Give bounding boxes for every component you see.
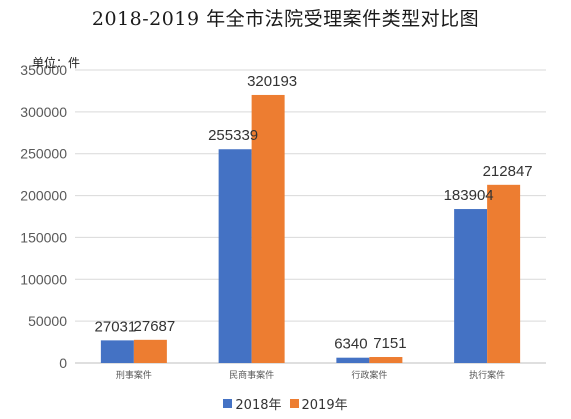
chart-title: 2018-2019 年全市法院受理案件类型对比图 <box>91 8 480 30</box>
data-label: 6340 <box>334 336 367 353</box>
bar-2018年-行政案件 <box>336 357 370 363</box>
legend: 2018年 2019年 <box>0 394 571 413</box>
bar-2019年-民商事案件 <box>251 94 285 363</box>
legend-swatch-2019 <box>289 399 299 408</box>
legend-label-2018: 2018年 <box>235 398 282 413</box>
y-tick-label: 350000 <box>20 62 67 78</box>
bar-2018年-民商事案件 <box>218 149 252 363</box>
y-tick-label: 50000 <box>28 313 67 329</box>
bar-2019年-执行案件 <box>487 184 521 363</box>
y-tick-label: 150000 <box>20 229 67 245</box>
data-label: 7151 <box>373 335 406 352</box>
x-tick-label: 执行案件 <box>469 369 505 381</box>
data-label: 27031 <box>95 318 137 335</box>
unit-label: 单位：件 <box>32 56 81 70</box>
x-tick-label: 民商事案件 <box>229 369 274 381</box>
bar-2019年-行政案件 <box>369 357 403 363</box>
legend-item-2018: 2018年 <box>223 394 282 413</box>
data-label: 212847 <box>483 163 533 180</box>
bar-2018年-刑事案件 <box>100 340 134 363</box>
data-label: 255339 <box>208 127 258 144</box>
bar-2019年-刑事案件 <box>133 339 167 363</box>
y-tick-label: 250000 <box>20 146 67 162</box>
data-label: 320193 <box>247 73 297 90</box>
legend-swatch-2018 <box>223 399 233 408</box>
legend-label-2019: 2019年 <box>301 398 348 413</box>
legend-item-2019: 2019年 <box>289 394 348 413</box>
y-tick-label: 200000 <box>20 188 67 204</box>
data-label: 27687 <box>134 318 176 335</box>
x-axis-ticks: 刑事案件 民商事案件 行政案件 执行案件 <box>116 369 505 381</box>
y-tick-label: 100000 <box>20 271 67 287</box>
x-tick-label: 行政案件 <box>351 369 387 381</box>
bar-2018年-执行案件 <box>454 209 488 363</box>
y-axis-ticks: 0 50000 100000 150000 200000 250000 300000 3500… <box>20 62 67 371</box>
y-tick-label: 300000 <box>20 104 67 120</box>
y-tick-label: 0 <box>59 355 67 371</box>
bars <box>100 94 521 363</box>
x-tick-label: 刑事案件 <box>116 369 152 381</box>
data-label: 183904 <box>444 187 494 204</box>
